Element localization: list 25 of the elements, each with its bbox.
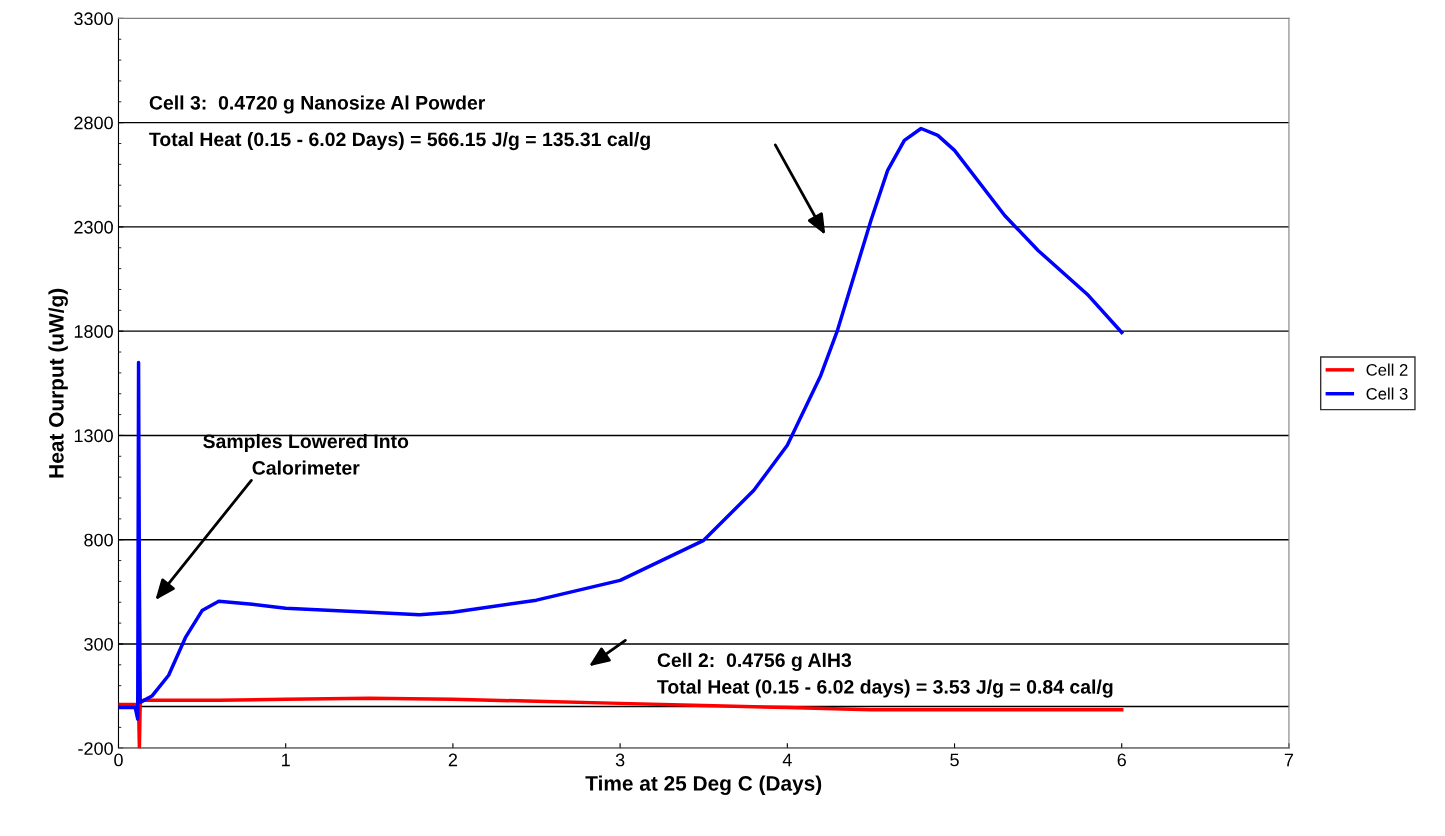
y-axis-title: Heat Ourput (uW/g) — [48, 288, 68, 478]
y-tick-label: 800 — [84, 533, 113, 547]
y-tick-label: 300 — [84, 637, 113, 651]
x-tick-label: 7 — [1284, 753, 1294, 767]
x-tick-label: 1 — [282, 753, 290, 767]
line-series — [118, 126, 1124, 721]
x-tick-label: 6 — [1117, 753, 1126, 767]
x-tick-label: 3 — [615, 753, 625, 767]
line-series — [118, 696, 1124, 749]
annotation: Cell 3: 0.4720 g Nanosize Al Powder Total Heat (0.15 - 6.02 Days) = 566.15 J/g = 135.31 cal/g — [149, 95, 650, 151]
x-axis-title: Time at 25 Deg C (Days) — [585, 775, 822, 795]
annotation: Cell 2: 0.4756 g AlH3 Total Heat (0.15 - 6.02 days) = 3.53 J/g = 0.84 cal/g — [657, 652, 1113, 698]
y-tick-label: -200 — [78, 742, 113, 755]
annotation: Samples Lowered Into Calorimeter — [203, 433, 409, 475]
y-tick-label: 1800 — [74, 325, 113, 338]
y-tick-label: 2800 — [74, 116, 113, 130]
y-tick-label: 3300 — [74, 12, 113, 26]
x-tick-label: 2 — [448, 753, 458, 767]
y-tick-label: 2300 — [74, 220, 113, 234]
x-tick-label: 4 — [782, 753, 792, 767]
x-tick-label: 5 — [950, 753, 959, 767]
legend-label: Cell 2 — [1366, 363, 1408, 376]
legend-label: Cell 3 — [1366, 387, 1408, 400]
x-tick-label: 0 — [114, 753, 123, 767]
y-tick-label: 1300 — [74, 429, 113, 443]
